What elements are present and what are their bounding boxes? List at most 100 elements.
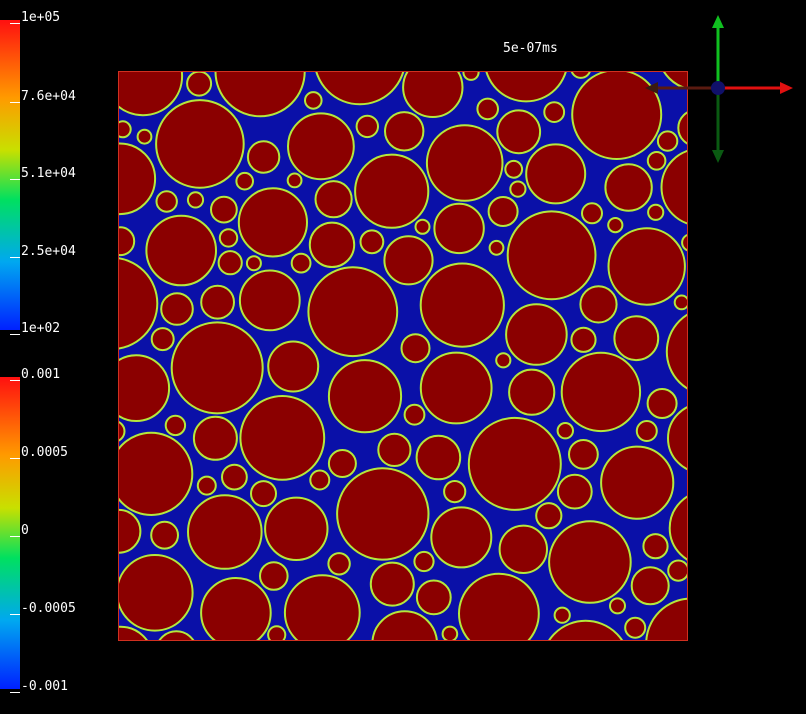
- particle: [267, 340, 320, 393]
- particle: [467, 416, 562, 511]
- colorbar-bottom-tick-3: -0.0005: [10, 602, 76, 615]
- particle: [441, 625, 459, 640]
- particle: [119, 142, 157, 216]
- particle: [433, 202, 485, 255]
- orientation-axes-gizmo[interactable]: [640, 12, 800, 166]
- particle: [307, 266, 399, 358]
- particle: [645, 597, 687, 640]
- particle: [308, 221, 356, 269]
- particle: [667, 406, 687, 471]
- colorbar-bottom-tick-0: 0.001: [10, 368, 60, 381]
- particle: [402, 72, 464, 118]
- colorbar-top-tick-4: 1e+02: [10, 322, 60, 335]
- particle: [186, 72, 213, 97]
- particle: [119, 421, 126, 442]
- particle: [287, 112, 355, 181]
- particle: [119, 226, 136, 257]
- particle: [145, 214, 217, 287]
- particle: [476, 97, 500, 121]
- particle: [359, 229, 385, 255]
- particle: [158, 630, 195, 640]
- particle: [119, 72, 184, 117]
- particle: [635, 420, 658, 442]
- particle: [665, 313, 687, 390]
- particle: [315, 72, 405, 106]
- particle: [267, 625, 287, 640]
- simulation-viewport[interactable]: [118, 71, 688, 641]
- particle: [119, 431, 194, 516]
- particle: [677, 111, 687, 145]
- particle: [217, 250, 243, 276]
- particle: [556, 422, 574, 440]
- particle: [237, 187, 308, 258]
- particle: [355, 114, 380, 139]
- particle: [259, 561, 289, 591]
- particle: [250, 480, 277, 508]
- particle: [377, 432, 412, 467]
- particle: [667, 559, 687, 582]
- particle: [505, 303, 568, 366]
- particle: [553, 606, 571, 624]
- colorbar-bottom-tick-1: 0.0005: [10, 446, 68, 459]
- particle: [210, 195, 238, 224]
- particle: [238, 269, 301, 332]
- particle: [403, 403, 426, 426]
- particle: [200, 284, 235, 320]
- particle: [221, 463, 248, 491]
- particle: [660, 150, 687, 225]
- particle: [430, 506, 493, 569]
- particle: [155, 99, 245, 189]
- particle: [155, 190, 178, 213]
- particle: [613, 315, 660, 362]
- particle: [506, 210, 597, 301]
- particle: [560, 351, 642, 433]
- particle: [607, 227, 686, 306]
- particle: [495, 352, 512, 369]
- colorbar-top-tick-3: 2.5e+04: [10, 245, 76, 258]
- particle: [570, 326, 597, 353]
- particle: [235, 171, 254, 191]
- colorbar-bottom-tick-4: -0.001: [10, 680, 68, 693]
- particle: [160, 292, 194, 326]
- particle: [568, 439, 599, 470]
- particle: [283, 574, 361, 640]
- particle: [383, 235, 434, 286]
- particle: [239, 395, 326, 481]
- particle: [579, 285, 618, 324]
- particle: [196, 475, 217, 496]
- particle: [327, 449, 357, 478]
- particle: [414, 218, 431, 235]
- particle: [663, 72, 687, 90]
- particle: [487, 196, 519, 227]
- particle: [581, 202, 603, 225]
- y-axis-arrow: [712, 15, 724, 88]
- particle: [488, 239, 505, 256]
- particle: [504, 159, 524, 179]
- particle: [485, 72, 567, 103]
- particle: [413, 550, 435, 573]
- particle: [646, 151, 667, 171]
- particle: [304, 91, 323, 110]
- particle: [400, 333, 431, 364]
- particle: [673, 294, 687, 311]
- particle: [369, 561, 415, 607]
- particle: [419, 262, 505, 348]
- particle: [543, 101, 566, 123]
- particle: [548, 520, 632, 604]
- particle: [245, 255, 262, 272]
- particle: [458, 572, 540, 640]
- colorbar-top-tick-0: 1e+05: [10, 11, 60, 24]
- particle: [630, 566, 670, 606]
- particle: [192, 415, 238, 461]
- particle: [548, 619, 624, 640]
- colorbar-bottom-tick-2: 0: [10, 524, 29, 537]
- colorbar-top-tick-1: 7.6e+04: [10, 90, 76, 103]
- particle: [607, 217, 624, 234]
- particle: [119, 354, 171, 422]
- particle-field: [119, 72, 687, 640]
- y-axis-negative: [712, 88, 724, 163]
- particle: [119, 625, 148, 640]
- particle: [535, 502, 563, 530]
- x-axis-arrow: [718, 82, 793, 94]
- particle: [496, 109, 542, 155]
